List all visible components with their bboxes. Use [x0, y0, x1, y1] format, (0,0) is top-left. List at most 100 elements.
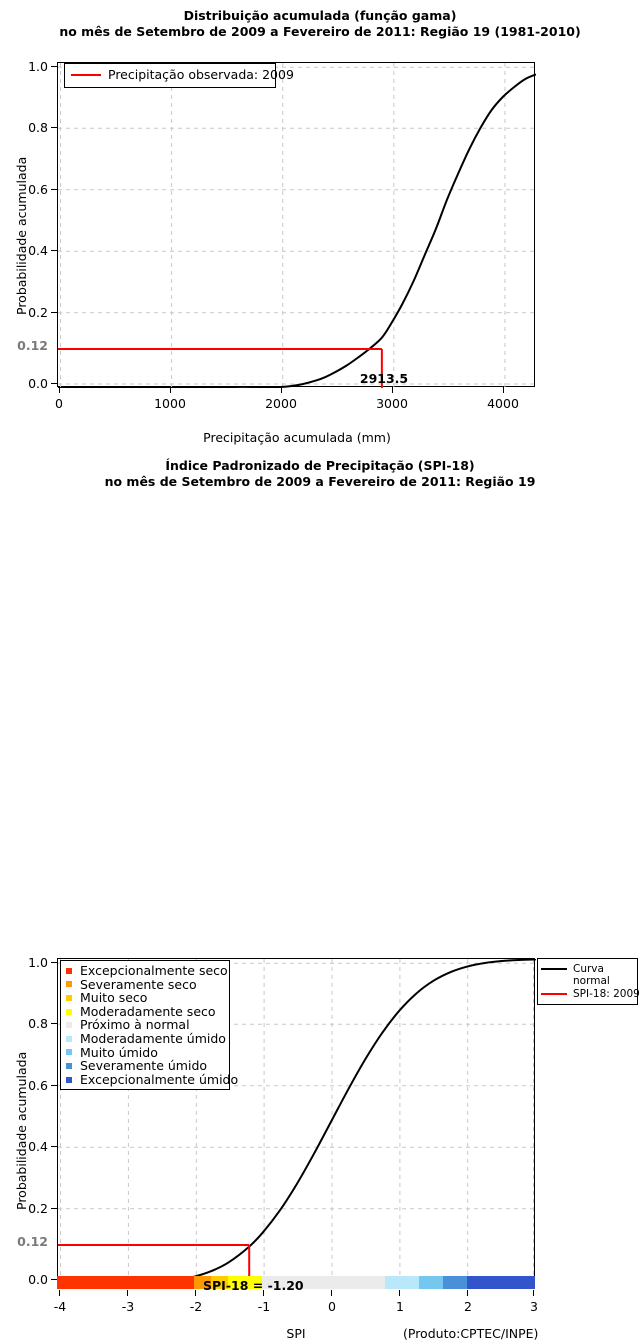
colorbar-segment-7: [442, 1276, 467, 1289]
spi-legend-curva-line2: normal: [573, 975, 610, 987]
gamma-ytickmark-0.2: [51, 312, 57, 314]
spi-xtickmark-2: [467, 1290, 469, 1296]
spi-xtickmark--1: [263, 1290, 265, 1296]
spi-legend-category-label: Excepcionalmente seco: [80, 963, 228, 978]
gamma-xtick-3000: 3000: [376, 396, 408, 411]
spi-legend-category-label: Excepcionalmente úmido: [80, 1071, 239, 1087]
spi-legend-category-label: Muito seco: [80, 990, 148, 1006]
spi-legend-curva-line1: Curva: [573, 963, 604, 975]
category-color-swatch-icon: [66, 981, 72, 988]
gamma-ytick-0.0: 0.0: [28, 376, 48, 391]
category-color-swatch-icon: [66, 1076, 72, 1083]
spi-legend-category-6: Muito úmido: [61, 1044, 227, 1060]
spi-ytick-0.4: 0.4: [28, 1139, 48, 1154]
gamma-chart-title: Distribuição acumulada (função gama) no …: [0, 8, 640, 40]
gamma-xtickmark-0: [59, 387, 61, 393]
gamma-ytickmark-0.0: [51, 383, 57, 385]
gamma-xtick-2000: 2000: [265, 396, 297, 411]
spi-legend-item-curva-normal: Curva normal: [541, 963, 634, 987]
gamma-xtickmark-4000: [503, 387, 505, 393]
spi-xtick-0: 0: [328, 1299, 336, 1314]
spi-xtick--2: -2: [189, 1299, 203, 1314]
spi-xtick--3: -3: [121, 1299, 135, 1314]
spi-xtickmark--3: [127, 1290, 129, 1296]
category-color-swatch-icon: [66, 1035, 72, 1042]
gamma-cdf-curve: [58, 73, 536, 388]
gamma-xtickmark-2000: [281, 387, 283, 393]
red-line-swatch-icon: [71, 73, 101, 76]
spi-legend-category-2: Muito seco: [61, 991, 227, 1005]
red-line-swatch-icon: [541, 993, 567, 996]
gamma-gridlines: [58, 63, 536, 388]
gamma-observation-marker: [58, 348, 383, 388]
gamma-plot-area: [57, 62, 536, 388]
category-color-swatch-icon: [66, 1008, 72, 1015]
colorbar-segment-5: [384, 1276, 419, 1289]
spi-legend-category-5: Moderadamente úmido: [61, 1032, 227, 1046]
spi-legend-category-7: Severamente úmido: [61, 1059, 227, 1073]
spi-chart-title: Índice Padronizado de Precipitação (SPI-…: [0, 458, 640, 490]
category-color-swatch-icon: [66, 1062, 72, 1069]
gamma-ytickmark-0.6: [51, 189, 57, 191]
spi-xtickmark-3: [533, 1290, 535, 1296]
gamma-xtick-0: 0: [55, 396, 63, 411]
spi-legend-category-label: Moderadamente seco: [80, 1003, 216, 1019]
spi-legend-category-label: Severamente seco: [80, 976, 197, 992]
spi-xtick-1: 1: [396, 1299, 404, 1314]
gamma-y-axis-label: Probabilidade acumulada: [14, 156, 29, 315]
product-credit: (Produto:CPTEC/INPE): [403, 1326, 539, 1341]
spi-xtickmark--4: [59, 1290, 61, 1296]
black-line-swatch-icon: [541, 968, 567, 971]
gamma-ytick-0.2: 0.2: [28, 305, 48, 320]
gamma-observed-x-annotation: 2913.5: [359, 371, 409, 386]
gamma-plot-svg: [58, 63, 536, 388]
spi-value-annotation: SPI-18 = -1.20: [203, 1278, 304, 1293]
spi-ytick-0.8: 0.8: [28, 1016, 48, 1031]
gamma-title-line2: no mês de Setembro de 2009 a Fevereiro d…: [59, 24, 581, 39]
spi-ytick-0.0: 0.0: [28, 1272, 48, 1287]
gamma-ytickmark-1.0: [51, 66, 57, 68]
gamma-x-axis-label: Precipitação acumulada (mm): [203, 430, 391, 445]
gamma-xtick-4000: 4000: [487, 396, 519, 411]
gamma-legend-item-observed: Precipitação observada: 2009: [71, 68, 294, 82]
colorbar-segment-0: [57, 1276, 194, 1289]
category-color-swatch-icon: [66, 967, 72, 974]
spi-legend-category-label: Severamente úmido: [80, 1058, 208, 1074]
spi-legend-category-0: Excepcionalmente seco: [61, 963, 228, 978]
spi-xtick--4: -4: [53, 1299, 67, 1314]
gamma-ytick-1.0: 1.0: [28, 59, 48, 74]
category-color-swatch-icon: [66, 1049, 72, 1056]
colorbar-segment-6: [418, 1276, 443, 1289]
spi-legend-spi18-label: SPI-18: 2009: [573, 988, 640, 1000]
spi-xtickmark--2: [195, 1290, 197, 1296]
gamma-legend-label: Precipitação observada: 2009: [108, 67, 294, 82]
spi-category-legend: Excepcionalmente seco Severamente seco Mui…: [60, 960, 238, 1091]
gamma-chart-panel: Distribuição acumulada (função gama) no …: [0, 0, 640, 450]
spi-curve-legend: Curva normal SPI-18: 2009: [537, 958, 640, 1005]
gamma-ytick-0.8: 0.8: [28, 120, 48, 135]
spi-ytick-0.2: 0.2: [28, 1201, 48, 1216]
spi-legend-category-4: Próximo à normal: [61, 1018, 227, 1032]
gamma-xtick-1000: 1000: [154, 396, 186, 411]
gamma-ytick-0.4: 0.4: [28, 243, 48, 258]
spi-xtickmark-0: [331, 1290, 333, 1296]
spi-y-axis-label: Probabilidade acumulada: [14, 1051, 29, 1210]
spi-legend-category-1: Severamente seco: [61, 976, 227, 992]
gamma-title-line1: Distribuição acumulada (função gama): [183, 8, 457, 23]
gamma-legend: Precipitação observada: 2009: [64, 63, 294, 88]
spi-xtickmark-1: [399, 1290, 401, 1296]
gamma-xtickmark-3000: [392, 387, 394, 393]
gamma-ytickmark-0.4: [51, 250, 57, 252]
spi-chart-panel: Índice Padronizado de Precipitação (SPI-…: [0, 450, 640, 1341]
colorbar-segment-8: [466, 1276, 535, 1289]
spi-ytick-0.6: 0.6: [28, 1078, 48, 1093]
spi-xtick--1: -1: [257, 1299, 271, 1314]
spi-legend-category-label: Moderadamente úmido: [80, 1030, 226, 1046]
spi-legend-category-label: Muito úmido: [80, 1044, 158, 1060]
spi-xtick-3: 3: [530, 1299, 538, 1314]
spi-legend-category-label: Próximo à normal: [80, 1017, 190, 1033]
gamma-xtickmark-1000: [170, 387, 172, 393]
spi-legend-item-spi18-2009: SPI-18: 2009: [541, 988, 640, 1000]
spi-ytick-highlight-0.12: 0.12: [17, 1234, 48, 1249]
spi-legend-category-3: Moderadamente seco: [61, 1005, 227, 1019]
